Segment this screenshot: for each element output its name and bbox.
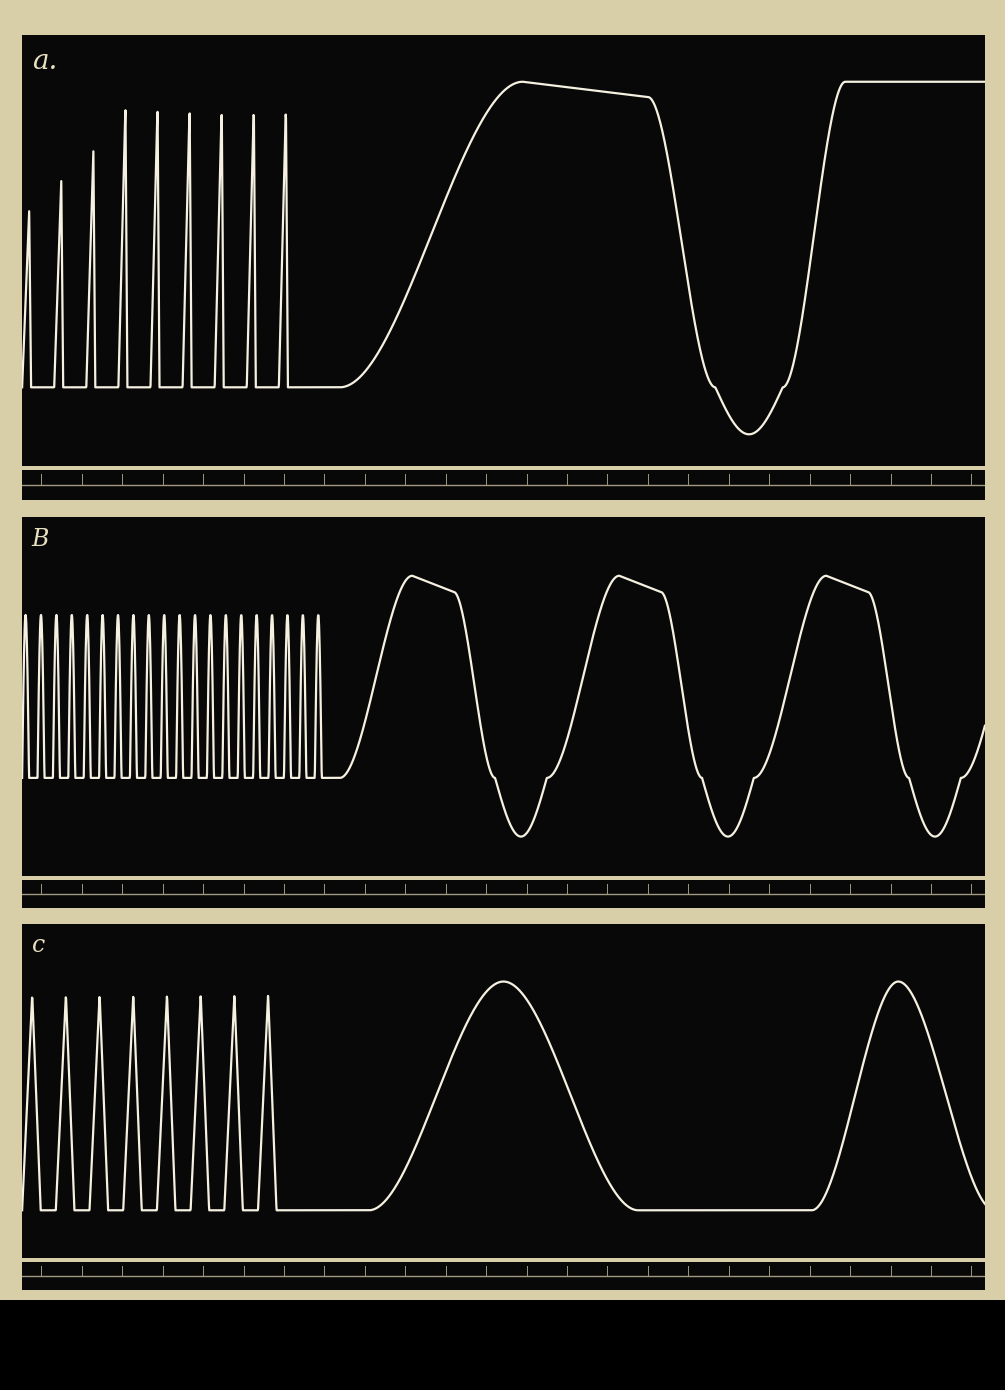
Text: a.: a. [32,47,57,75]
Text: B: B [32,528,49,550]
Text: c: c [32,934,45,958]
